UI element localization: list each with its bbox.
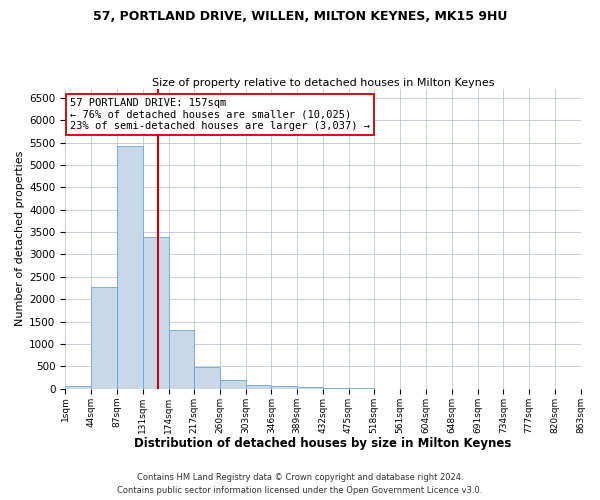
Bar bbox=[323, 388, 349, 389]
Title: Size of property relative to detached houses in Milton Keynes: Size of property relative to detached ho… bbox=[152, 78, 494, 88]
X-axis label: Distribution of detached houses by size in Milton Keynes: Distribution of detached houses by size … bbox=[134, 437, 512, 450]
Bar bbox=[116, 146, 143, 389]
Bar bbox=[194, 367, 220, 389]
Bar bbox=[271, 386, 297, 389]
Bar bbox=[143, 238, 169, 389]
Text: 57, PORTLAND DRIVE, WILLEN, MILTON KEYNES, MK15 9HU: 57, PORTLAND DRIVE, WILLEN, MILTON KEYNE… bbox=[93, 10, 507, 23]
Bar bbox=[220, 380, 245, 389]
Bar bbox=[297, 388, 323, 389]
Bar bbox=[91, 287, 116, 389]
Text: 57 PORTLAND DRIVE: 157sqm
← 76% of detached houses are smaller (10,025)
23% of s: 57 PORTLAND DRIVE: 157sqm ← 76% of detac… bbox=[70, 98, 370, 131]
Y-axis label: Number of detached properties: Number of detached properties bbox=[15, 151, 25, 326]
Bar bbox=[169, 330, 194, 389]
Text: Contains HM Land Registry data © Crown copyright and database right 2024.
Contai: Contains HM Land Registry data © Crown c… bbox=[118, 474, 482, 495]
Bar bbox=[245, 384, 271, 389]
Bar bbox=[65, 386, 91, 389]
